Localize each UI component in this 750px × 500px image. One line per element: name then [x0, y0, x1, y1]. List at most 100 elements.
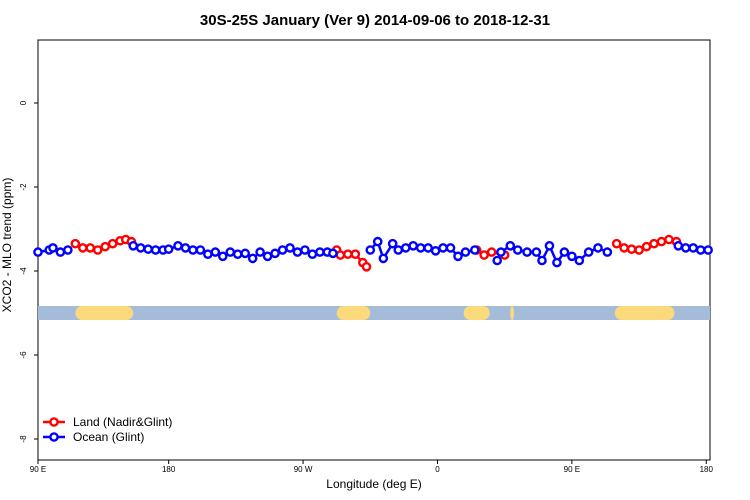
data-point — [602, 247, 613, 257]
data-point — [552, 257, 562, 268]
land-segment — [336, 306, 371, 320]
data-point — [492, 255, 503, 266]
data-point — [438, 243, 448, 253]
data-point — [567, 251, 577, 262]
data-point — [593, 243, 603, 253]
data-point — [531, 247, 542, 257]
x-axis-label: Longitude (deg E) — [326, 477, 421, 491]
land-segment — [463, 306, 490, 320]
data-point — [307, 249, 318, 259]
legend-marker — [49, 432, 59, 442]
data-point — [217, 251, 228, 262]
data-point — [270, 248, 280, 259]
data-point — [163, 244, 174, 254]
data-point — [361, 261, 372, 272]
land-segment — [614, 306, 675, 320]
data-point — [48, 243, 58, 253]
data-point — [33, 247, 43, 257]
data-point — [277, 245, 288, 255]
data-point — [188, 245, 198, 255]
data-point — [649, 238, 659, 249]
data-point — [285, 243, 295, 253]
data-point — [210, 247, 221, 257]
data-point — [292, 247, 303, 257]
data-point — [203, 249, 213, 259]
data-point — [180, 243, 191, 253]
data-point — [350, 249, 361, 259]
data-point — [387, 238, 398, 249]
land-ocean-band — [38, 306, 710, 320]
data-point — [496, 247, 506, 257]
data-point — [315, 247, 325, 257]
data-point — [688, 243, 699, 253]
data-point — [415, 243, 426, 253]
data-point — [641, 241, 652, 252]
y-axis: 0 -2 -4 -6 -8 — [19, 100, 38, 443]
data-point — [92, 245, 103, 255]
y-tick-label: 0 — [19, 100, 28, 105]
data-point — [430, 246, 441, 256]
data-point — [173, 240, 183, 251]
data-point — [583, 247, 594, 257]
x-tick-label: 90 E — [30, 465, 46, 474]
x-tick-label: 180 — [162, 465, 176, 474]
data-point — [195, 245, 206, 255]
data-point — [247, 253, 258, 264]
chart-title: 30S-25S January (Ver 9) 2014-09-06 to 20… — [200, 12, 550, 29]
data-point — [544, 240, 555, 251]
data-point — [408, 240, 419, 251]
y-tick-label: -6 — [19, 351, 28, 359]
x-tick-label: 90 E — [564, 465, 580, 474]
data-point — [664, 234, 674, 245]
data-point — [673, 240, 684, 251]
data-point — [300, 245, 310, 255]
x-tick-label: 0 — [435, 465, 440, 474]
data-point — [460, 247, 471, 257]
data-point — [626, 244, 637, 254]
data-point — [128, 240, 138, 251]
series-layer — [33, 234, 713, 272]
ocean-band — [38, 306, 710, 320]
legend-entry: Ocean (Glint) — [73, 430, 144, 444]
data-point — [78, 243, 88, 253]
data-point — [143, 244, 153, 254]
legend-marker — [49, 417, 59, 427]
data-point — [55, 247, 66, 257]
data-point — [393, 245, 404, 255]
data-point — [479, 250, 489, 260]
x-tick-label: 180 — [700, 465, 714, 474]
data-point — [372, 236, 383, 247]
data-point — [537, 255, 547, 266]
data-point — [522, 247, 532, 257]
y-tick-label: -2 — [19, 183, 28, 191]
data-point — [680, 243, 691, 253]
data-point — [100, 241, 110, 252]
data-point — [343, 249, 353, 259]
data-point — [505, 240, 516, 251]
data-point — [423, 243, 433, 253]
data-point — [559, 247, 570, 257]
y-tick-label: -8 — [19, 435, 28, 443]
data-point — [107, 238, 118, 249]
data-point — [150, 245, 161, 255]
data-point — [240, 248, 250, 259]
data-point — [335, 250, 346, 260]
data-point — [63, 245, 73, 255]
land-segment — [510, 306, 514, 320]
data-point — [469, 245, 480, 255]
data-point — [574, 255, 585, 266]
data-point — [328, 248, 338, 259]
data-point — [400, 243, 411, 253]
data-point — [634, 245, 644, 255]
data-point — [378, 253, 389, 264]
y-axis-label: XCO2 - MLO trend (ppm) — [0, 178, 14, 313]
data-point — [453, 251, 463, 262]
legend-entry: Land (Nadir&Glint) — [73, 415, 172, 429]
data-point — [70, 238, 81, 249]
data-point — [703, 245, 713, 255]
data-point — [255, 247, 265, 257]
data-point — [85, 243, 96, 253]
data-point — [512, 245, 523, 255]
data-point — [232, 249, 243, 259]
